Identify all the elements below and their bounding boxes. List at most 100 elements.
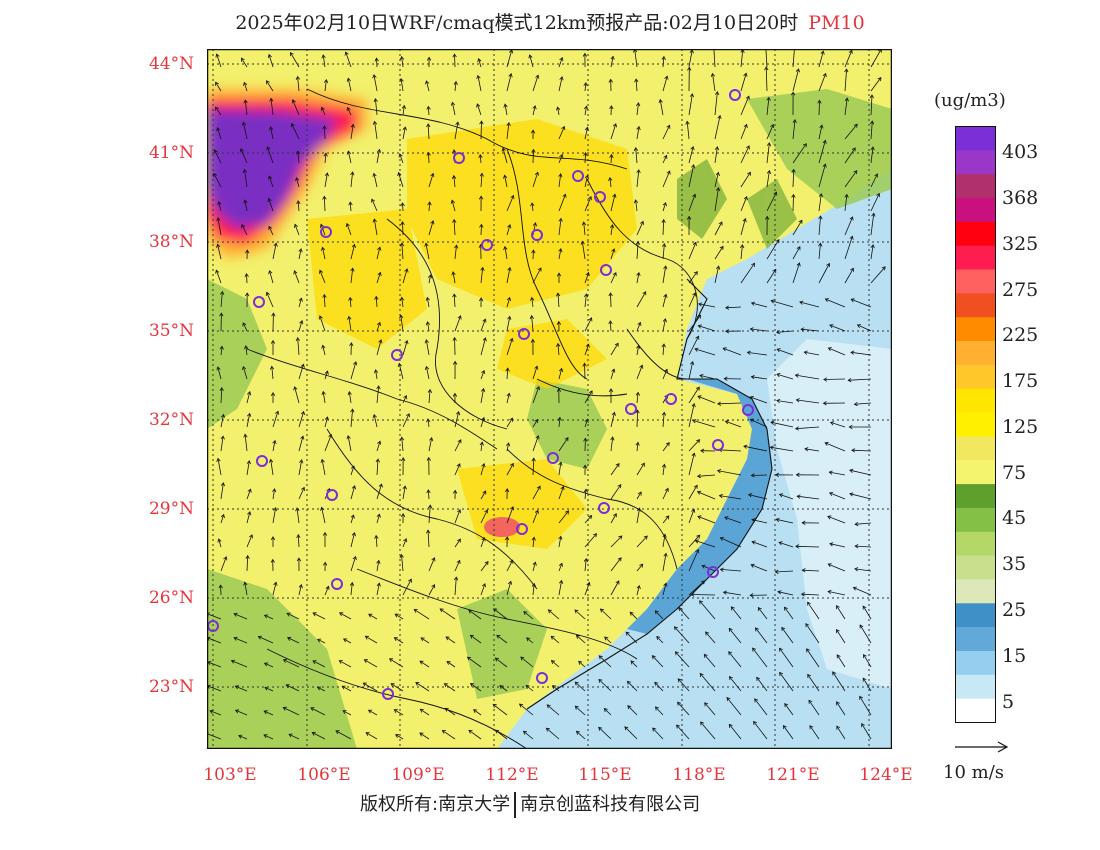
wind-vector bbox=[350, 124, 354, 140]
wind-vector-head bbox=[663, 293, 668, 298]
wind-vector-head bbox=[301, 486, 305, 491]
wind-vector-head bbox=[856, 324, 861, 329]
wind-vector-head bbox=[715, 187, 721, 192]
wind-vector-head bbox=[457, 439, 462, 444]
wind-vector bbox=[836, 654, 846, 668]
wind-vector bbox=[268, 54, 274, 68]
wind-vector-head bbox=[264, 686, 269, 691]
wind-vector-head bbox=[774, 569, 779, 574]
wind-vector bbox=[321, 107, 326, 116]
wind-vector bbox=[635, 199, 638, 212]
wind-vector bbox=[584, 582, 590, 596]
wind-vector bbox=[246, 391, 251, 404]
wind-vector-head bbox=[598, 655, 603, 660]
wind-vector bbox=[235, 685, 248, 692]
wind-vector-head bbox=[469, 634, 474, 639]
wind-vector-head bbox=[636, 344, 641, 349]
wind-vector-head bbox=[700, 721, 705, 726]
wind-vector bbox=[272, 440, 276, 452]
pollutant-label: PM10 bbox=[808, 12, 865, 34]
wind-vector-head bbox=[350, 408, 355, 413]
wind-vector bbox=[290, 52, 300, 68]
wind-vector-head bbox=[861, 723, 865, 728]
wind-vector bbox=[688, 549, 699, 572]
wind-vector bbox=[376, 322, 381, 332]
wind-vector-head bbox=[234, 685, 239, 690]
wind-vector-head bbox=[368, 613, 373, 618]
wind-vector-head bbox=[635, 240, 641, 245]
legend-bin bbox=[955, 198, 996, 223]
wind-vector bbox=[398, 172, 404, 188]
wind-vector bbox=[376, 149, 380, 164]
wind-vector-head bbox=[397, 362, 402, 368]
map-border bbox=[207, 49, 892, 749]
wind-vector-head bbox=[716, 265, 721, 270]
wind-vector-head bbox=[484, 560, 489, 566]
wind-vector-head bbox=[851, 147, 856, 152]
wind-vector bbox=[751, 519, 768, 524]
wind-vector bbox=[264, 710, 274, 716]
lon-label: 112°E bbox=[485, 765, 539, 785]
wind-vector bbox=[506, 122, 510, 140]
wind-vector-head bbox=[233, 636, 238, 641]
wind-vector bbox=[855, 522, 872, 525]
wind-vector-head bbox=[242, 365, 247, 371]
hotspot-hunan bbox=[484, 517, 520, 537]
wind-vector bbox=[506, 224, 511, 236]
wind-vector-head bbox=[699, 600, 704, 605]
wind-vector bbox=[394, 637, 404, 644]
wind-vector bbox=[317, 686, 326, 692]
wind-vector-head bbox=[266, 146, 271, 151]
legend-label: 25 bbox=[1002, 599, 1027, 621]
wind-vector-head bbox=[798, 219, 803, 224]
wind-vector bbox=[238, 735, 248, 740]
legend-label: 403 bbox=[1002, 141, 1039, 163]
wind-vector bbox=[598, 679, 612, 692]
legend-bin bbox=[955, 531, 996, 556]
wind-vector bbox=[506, 442, 509, 452]
wind-vector bbox=[740, 218, 746, 236]
wind-vector-head bbox=[778, 541, 783, 546]
wind-vector-head bbox=[399, 296, 405, 301]
wind-vector bbox=[324, 125, 326, 140]
wind-vector-head bbox=[859, 695, 863, 700]
city-marker bbox=[531, 229, 543, 241]
wind-vector bbox=[376, 58, 378, 68]
wind-vector bbox=[792, 68, 799, 92]
wind-vector bbox=[215, 270, 222, 284]
wind-vector bbox=[364, 659, 378, 668]
wind-vector-head bbox=[718, 493, 723, 499]
wind-vector-head bbox=[664, 487, 669, 492]
city-marker bbox=[391, 349, 403, 361]
wind-vector-head bbox=[630, 660, 635, 665]
wind-vector-head bbox=[583, 437, 588, 442]
wind-vector-head bbox=[694, 539, 699, 544]
wind-vector bbox=[714, 187, 719, 212]
wind-vector-head bbox=[322, 125, 327, 130]
wind-vector bbox=[558, 248, 562, 260]
wind-vector bbox=[751, 541, 768, 548]
wind-vector-head bbox=[801, 520, 806, 525]
wind-vector bbox=[506, 393, 510, 404]
wind-vector bbox=[655, 706, 664, 716]
wind-vector-head bbox=[636, 584, 641, 590]
wind-vector-head bbox=[348, 201, 353, 206]
wind-vector bbox=[862, 605, 872, 620]
wind-vector-head bbox=[481, 463, 486, 468]
wind-vector bbox=[688, 509, 695, 524]
wind-vector bbox=[636, 169, 640, 188]
wind-vector-head bbox=[273, 242, 278, 247]
wind-vector-head bbox=[293, 270, 298, 275]
wind-vector bbox=[723, 347, 742, 356]
wind-vector bbox=[373, 173, 378, 188]
wind-vector bbox=[770, 421, 794, 428]
wind-vector-head bbox=[216, 127, 221, 132]
wind-vector-head bbox=[296, 200, 301, 205]
city-marker bbox=[253, 296, 265, 308]
wind-vector-head bbox=[701, 564, 706, 569]
wind-vector bbox=[347, 78, 352, 92]
wind-vector bbox=[801, 328, 820, 332]
wind-vector bbox=[844, 194, 848, 212]
legend-label: 175 bbox=[1002, 370, 1039, 392]
wind-vector-head bbox=[401, 104, 407, 110]
